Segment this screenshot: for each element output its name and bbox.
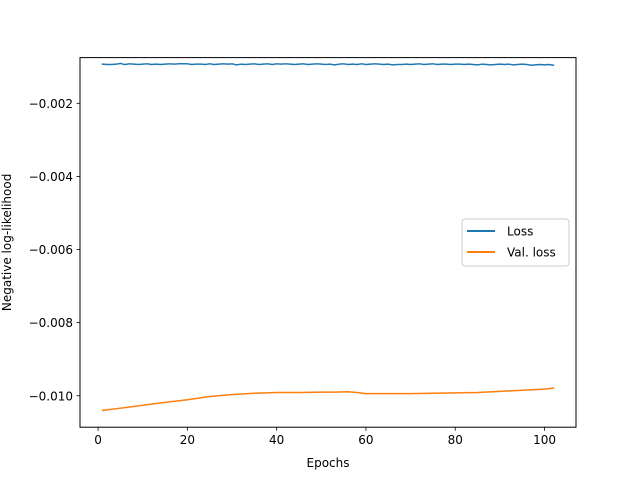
x-tick-label: 60 — [358, 433, 373, 447]
legend: Loss Val. loss — [461, 218, 570, 267]
x-tick-label: 20 — [180, 433, 195, 447]
x-axis: 0 20 40 60 80 100 — [94, 427, 556, 447]
x-tick-label: 40 — [269, 433, 284, 447]
y-tick-label: −0.008 — [29, 316, 73, 330]
legend-label-loss: Loss — [507, 225, 533, 239]
x-axis-label: Epochs — [307, 456, 350, 470]
x-tick-label: 0 — [94, 433, 102, 447]
series-line-1 — [101, 387, 555, 412]
series-layer — [101, 62, 555, 412]
y-axis-label: Negative log-likelihood — [0, 174, 14, 311]
x-tick-label: 80 — [448, 433, 463, 447]
plot-frame — [79, 57, 577, 428]
y-tick-label: −0.006 — [29, 243, 73, 257]
y-tick-label: −0.004 — [29, 170, 73, 184]
y-tick-label: −0.002 — [29, 97, 73, 111]
legend-label-val-loss: Val. loss — [507, 246, 556, 260]
y-axis: −0.002 −0.004 −0.006 −0.008 −0.010 — [29, 97, 80, 403]
y-tick-label: −0.010 — [29, 389, 73, 403]
x-tick-label: 100 — [533, 433, 556, 447]
series-line-0 — [101, 62, 555, 67]
